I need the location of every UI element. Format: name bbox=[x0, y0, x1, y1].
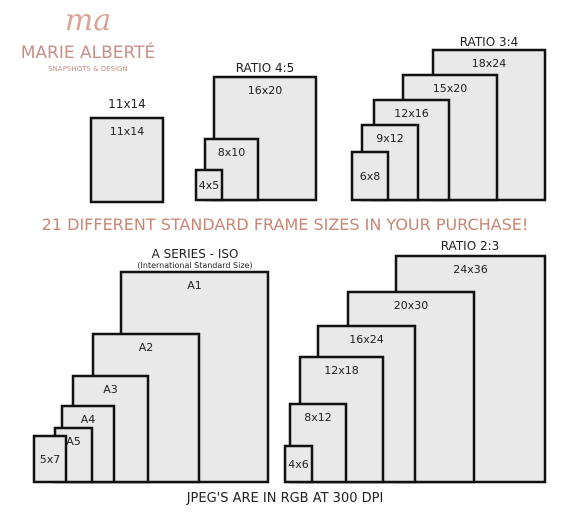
frame-label: 9x12 bbox=[376, 132, 404, 145]
frame-label: 12x18 bbox=[324, 364, 359, 377]
headline: 21 DIFFERENT STANDARD FRAME SIZES IN YOU… bbox=[42, 215, 529, 234]
frame-label: 18x24 bbox=[472, 57, 507, 70]
frame bbox=[283, 444, 314, 484]
frame-label: 16x24 bbox=[349, 333, 384, 346]
frame-label: 15x20 bbox=[433, 82, 468, 95]
group-title: 11x14 bbox=[108, 97, 146, 111]
frame-label: 8x10 bbox=[218, 146, 246, 159]
frame bbox=[350, 150, 390, 202]
frame-label: 16x20 bbox=[248, 84, 283, 97]
frame-label: 6x8 bbox=[360, 170, 381, 183]
group-title: A SERIES - ISO bbox=[152, 247, 239, 261]
frame bbox=[194, 168, 224, 202]
frame-label: 24x36 bbox=[453, 263, 488, 276]
logo-name: MARIE ALBERTÉ bbox=[21, 41, 155, 63]
frame-label: 12x16 bbox=[394, 107, 429, 120]
logo-tagline: SNAPSHOTS & DESIGN bbox=[48, 65, 128, 73]
frame-label: A5 bbox=[66, 435, 81, 448]
logo-monogram: ma bbox=[65, 3, 111, 38]
frame-label: 5x7 bbox=[40, 453, 61, 466]
group-subtitle: (International Standard Size) bbox=[137, 261, 252, 270]
frame bbox=[32, 434, 68, 484]
footer: JPEG'S ARE IN RGB AT 300 DPI bbox=[186, 491, 384, 506]
group-title: RATIO 3:4 bbox=[460, 35, 519, 49]
group-title: RATIO 2:3 bbox=[441, 239, 500, 253]
frame-label: A4 bbox=[81, 413, 96, 426]
frame bbox=[89, 116, 165, 204]
frame-label: 4x6 bbox=[288, 458, 309, 471]
frame-label: A3 bbox=[103, 383, 118, 396]
frame-label: 4x5 bbox=[199, 179, 220, 192]
frame-label: 20x30 bbox=[394, 299, 429, 312]
frame-label: A1 bbox=[187, 279, 202, 292]
frame-label: 8x12 bbox=[304, 411, 332, 424]
frame-label: A2 bbox=[139, 341, 154, 354]
frame-label: 11x14 bbox=[110, 125, 145, 138]
group-title: RATIO 4:5 bbox=[236, 61, 295, 75]
